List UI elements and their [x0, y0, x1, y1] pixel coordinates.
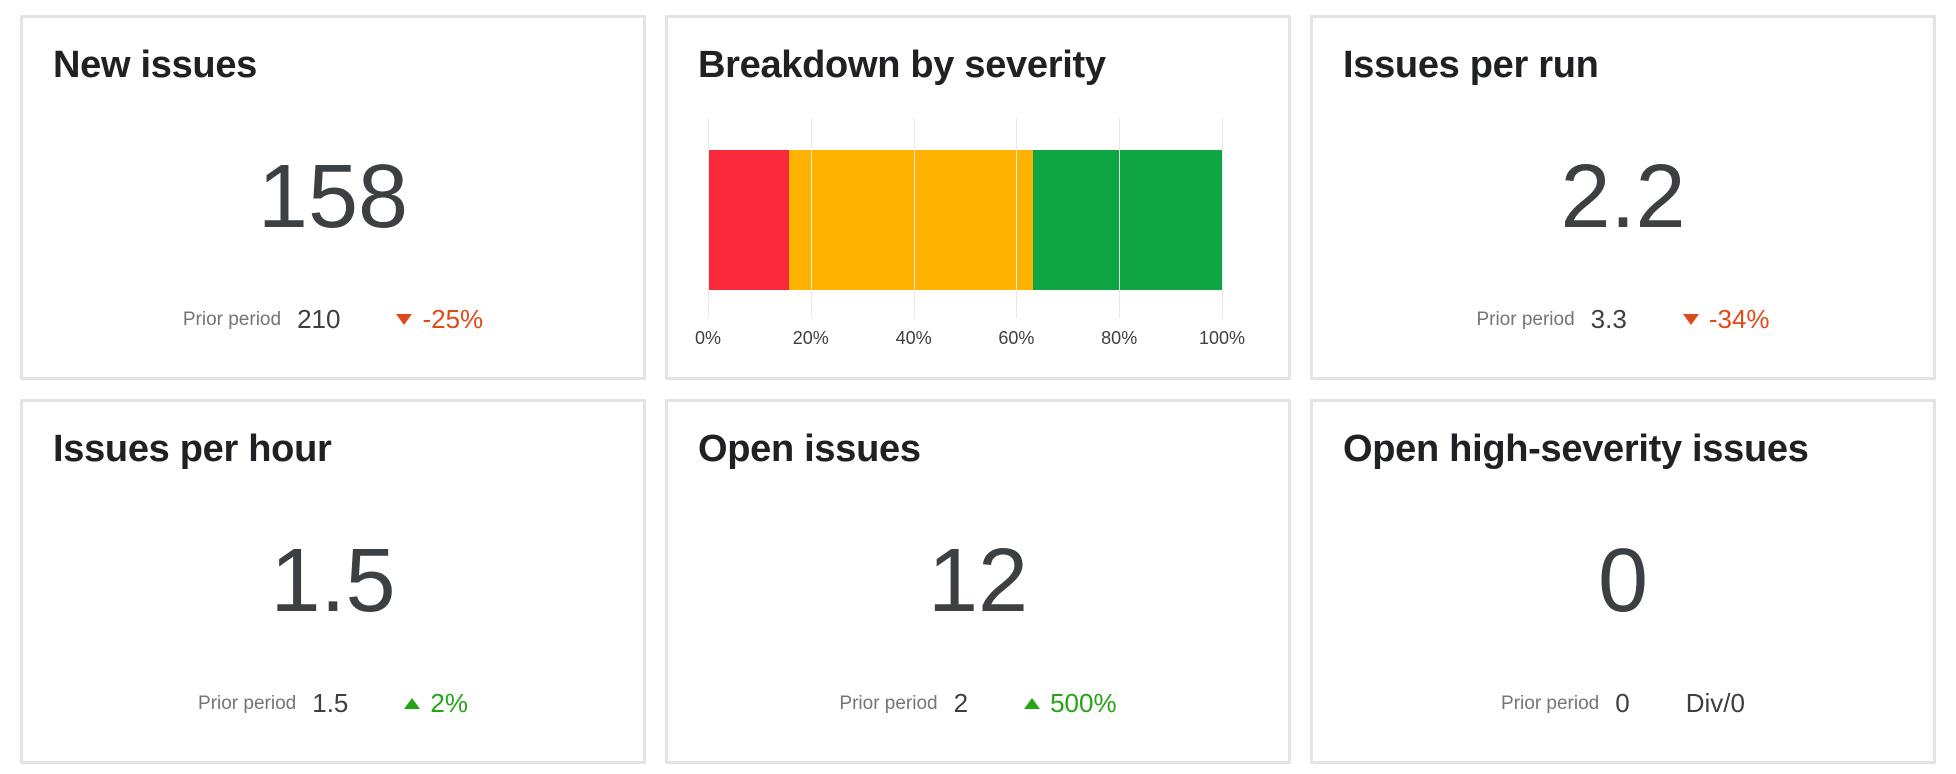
x-tick-label: 100%	[1198, 327, 1246, 348]
metric-value-area: 12	[698, 474, 1258, 689]
prior-period-row: Prior period 2 500%	[698, 688, 1258, 719]
gridline	[913, 117, 915, 318]
card-issues-per-run: Issues per run 2.2 Prior period 3.3 -34%	[1310, 15, 1936, 380]
severity-chart-ticks: 0% 20% 40% 60% 80% 100%	[695, 327, 1245, 352]
trend-up-icon	[404, 698, 421, 709]
change-value: -25%	[422, 304, 484, 334]
prior-period-label: Prior period	[1476, 308, 1575, 330]
x-tick-label: 40%	[895, 327, 932, 348]
change-value: Div/0	[1685, 688, 1745, 718]
change-indicator: -25%	[396, 304, 483, 335]
x-tick-label: 20%	[792, 327, 829, 348]
bar-segment-high[interactable]	[708, 149, 790, 290]
prior-period-row: Prior period 1.5 2%	[53, 688, 613, 719]
card-title: Open high-severity issues	[1343, 428, 1809, 470]
bar-segment-low[interactable]	[1033, 149, 1223, 290]
x-tick-label: 80%	[1101, 327, 1138, 348]
card-new-issues: New issues 158 Prior period 210 -25%	[20, 15, 646, 380]
change-value: 2%	[430, 688, 468, 718]
prior-period-row: Prior period 210 -25%	[53, 304, 613, 335]
change-indicator: Div/0	[1686, 688, 1745, 719]
gridline	[1222, 117, 1223, 318]
gridline	[708, 117, 709, 318]
prior-period-label: Prior period	[1501, 692, 1600, 714]
severity-chart-grid	[708, 117, 1223, 318]
metric-value: 12	[927, 530, 1029, 631]
prior-period-value: 3.3	[1590, 304, 1627, 334]
prior-period-value: 2	[953, 688, 969, 718]
card-issues-per-hour: Issues per hour 1.5 Prior period 1.5 2%	[20, 399, 646, 764]
metric-value-area: 0	[1343, 474, 1903, 689]
gridline	[1119, 117, 1121, 318]
card-open-issues: Open issues 12 Prior period 2 500%	[665, 399, 1291, 764]
gridline	[1016, 117, 1018, 318]
prior-period-row: Prior period 3.3 -34%	[1343, 304, 1903, 335]
metric-value-area: 158	[53, 90, 613, 305]
metric-value: 0	[1597, 530, 1649, 631]
metric-value: 1.5	[270, 530, 396, 631]
card-title: Breakdown by severity	[698, 44, 1106, 86]
prior-period-label: Prior period	[839, 692, 938, 714]
gridline	[810, 117, 812, 318]
x-tick-label: 0%	[694, 327, 722, 348]
change-value: -34%	[1708, 304, 1770, 334]
change-indicator: -34%	[1682, 304, 1770, 335]
prior-period-value: 0	[1615, 688, 1630, 718]
change-indicator: 2%	[404, 688, 468, 719]
card-title: New issues	[53, 44, 257, 86]
metric-value: 2.2	[1560, 146, 1686, 247]
change-indicator: 500%	[1024, 688, 1117, 719]
prior-period-value: 210	[297, 304, 341, 334]
card-open-high-severity-issues: Open high-severity issues 0 Prior period…	[1310, 399, 1936, 764]
prior-period-row: Prior period 0 Div/0	[1343, 688, 1903, 719]
metric-value: 158	[257, 146, 409, 247]
severity-stacked-bar	[708, 149, 1223, 290]
x-tick-label: 60%	[998, 327, 1035, 348]
metric-value-area: 1.5	[53, 474, 613, 689]
trend-up-icon	[1024, 698, 1041, 709]
card-title: Issues per run	[1343, 44, 1599, 86]
bar-segment-medium[interactable]	[789, 149, 1034, 290]
metric-value-area: 2.2	[1343, 90, 1903, 305]
prior-period-label: Prior period	[198, 692, 297, 714]
change-value: 500%	[1050, 688, 1117, 718]
prior-period-value: 1.5	[312, 688, 349, 718]
trend-down-icon	[396, 314, 413, 325]
card-title: Open issues	[698, 428, 921, 470]
trend-down-icon	[1682, 314, 1699, 325]
card-title: Issues per hour	[53, 428, 332, 470]
card-breakdown-by-severity: Breakdown by severity 0% 20% 40% 60% 80% 100%	[665, 15, 1291, 380]
prior-period-label: Prior period	[182, 308, 282, 330]
